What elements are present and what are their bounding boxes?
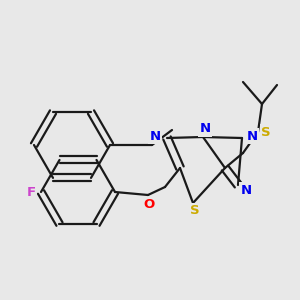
Text: N: N [246,130,258,142]
Text: O: O [143,199,155,212]
Text: N: N [240,184,252,196]
Text: N: N [149,130,161,142]
Text: S: S [261,125,271,139]
Text: F: F [26,185,36,199]
Text: S: S [190,205,200,218]
Text: N: N [200,122,211,136]
